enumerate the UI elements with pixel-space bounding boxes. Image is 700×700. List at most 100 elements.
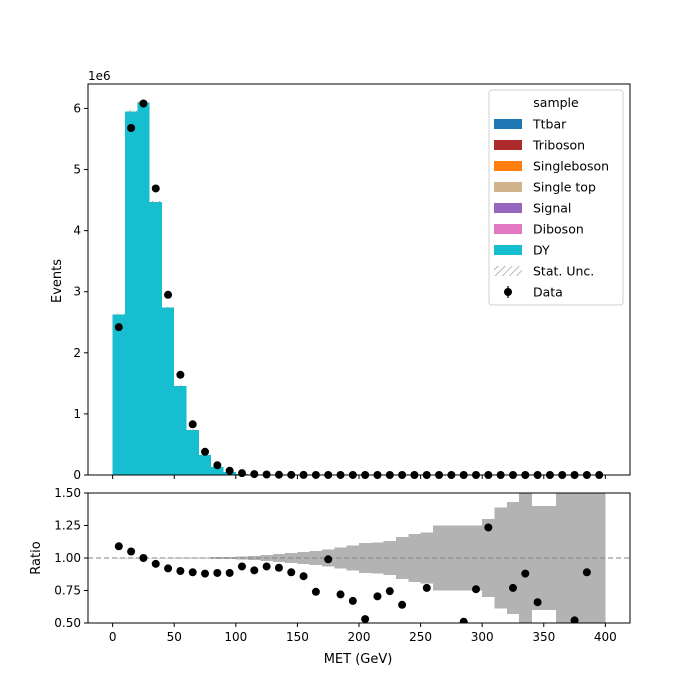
y-tick-label: 2: [73, 346, 81, 360]
bar-dy: [124, 111, 138, 475]
ratio-point: [213, 568, 222, 577]
y-scale-label: 1e6: [88, 69, 111, 83]
data-point: [127, 123, 136, 132]
legend-entry: Triboson: [532, 138, 585, 153]
y-tick-label: 1: [73, 407, 81, 421]
legend-swatch: [494, 119, 522, 129]
legend-entry: Singleboson: [533, 159, 609, 174]
unc-band-bin: [593, 493, 606, 623]
ratio-point: [459, 617, 468, 623]
legend-entry: Ttbar: [532, 117, 567, 132]
ratio-y-tick-label: 1.50: [54, 486, 81, 500]
legend-swatch: [494, 203, 522, 213]
legend-swatch: [494, 245, 522, 255]
stat-unc-hatch: [174, 385, 187, 387]
unc-band-bin: [248, 555, 261, 561]
unc-band-bin: [543, 506, 557, 610]
stat-unc-hatch: [112, 313, 125, 316]
y-tick-label: 3: [73, 285, 81, 299]
ratio-point: [164, 564, 173, 573]
legend-entry: Diboson: [533, 222, 584, 237]
bar-dy: [137, 102, 150, 475]
x-tick-label: 400: [594, 630, 617, 644]
data-point: [139, 99, 148, 108]
y-tick-label: 6: [73, 101, 81, 115]
y-axis-label-events: Events: [50, 259, 65, 303]
legend-entry: Single top: [533, 180, 596, 195]
legend-title: sample: [533, 95, 579, 110]
ratio-point: [385, 587, 394, 596]
ratio-point: [472, 585, 481, 594]
unc-band-bin: [198, 557, 212, 559]
data-point: [250, 470, 259, 479]
data-point: [237, 469, 246, 478]
ratio-point: [151, 559, 160, 568]
bar-dy: [174, 385, 187, 475]
ratio-y-tick-label: 0.75: [54, 584, 81, 598]
x-tick-label: 100: [224, 630, 247, 644]
bar-dy: [149, 201, 162, 475]
x-tick-label: 350: [532, 630, 555, 644]
unc-band-bin: [408, 533, 421, 583]
ratio-point: [237, 562, 246, 571]
legend: sample Ttbar Triboson Singleboson Single top…: [488, 89, 624, 306]
ratio-point: [324, 555, 333, 564]
ratio-y-tick-label: 1.25: [54, 519, 81, 533]
legend-swatch: [494, 161, 522, 171]
y-tick-label: 0: [73, 468, 81, 482]
legend-entry: Signal: [533, 201, 571, 216]
data-point: [188, 420, 197, 429]
legend-swatch: [494, 224, 522, 234]
data-point: [213, 461, 222, 470]
ratio-point: [139, 554, 148, 562]
ratio-axes: 0.50 0.75 1.00 1.25 1.50 0 50 100 150 200 250 300 35…: [54, 486, 631, 644]
ratio-point: [348, 596, 357, 605]
legend-marker: [504, 288, 512, 296]
ratio-point: [262, 562, 271, 571]
bar-dy: [161, 307, 175, 475]
ratio-data-points: [114, 523, 591, 623]
bar-dy: [198, 454, 212, 475]
x-tick-label: 200: [348, 630, 371, 644]
ratio-point: [336, 590, 345, 599]
data-point: [151, 184, 160, 193]
unc-band-bin: [432, 525, 446, 591]
data-point: [176, 370, 185, 379]
unc-band-bin: [223, 556, 237, 560]
main-histogram: [112, 100, 606, 475]
data-point: [201, 447, 210, 456]
stat-unc-hatch: [161, 306, 175, 309]
ratio-point: [127, 547, 136, 556]
ratio-point: [508, 583, 517, 592]
ratio-y-tick-label: 0.50: [54, 616, 81, 630]
x-tick-label: 300: [471, 630, 494, 644]
x-tick-label: 0: [109, 630, 117, 644]
ratio-point: [582, 568, 591, 577]
legend-entry: DY: [533, 243, 550, 258]
stat-unc-hatch: [186, 429, 199, 431]
unc-band-bin: [383, 541, 397, 575]
ratio-point: [373, 592, 382, 601]
legend-swatch-hatch: [494, 266, 522, 276]
legend-entry: Stat. Unc.: [533, 264, 594, 279]
ratio-point: [484, 523, 493, 532]
data-point: [164, 290, 173, 299]
stat-unc-hatch: [149, 200, 162, 204]
y-axis-label-ratio: Ratio: [29, 541, 44, 574]
ratio-point: [176, 567, 185, 575]
legend-swatch: [494, 140, 522, 150]
unc-band-bin: [112, 557, 126, 559]
unc-band-bin: [568, 493, 582, 623]
legend-box: [488, 89, 624, 306]
unc-band-bin: [272, 554, 286, 562]
ratio-point: [201, 569, 210, 578]
stat-unc-hatch: [124, 110, 138, 113]
ratio-point: [225, 568, 234, 577]
ratio-point: [274, 563, 283, 572]
x-tick-label: 50: [167, 630, 182, 644]
ratio-point: [422, 583, 431, 592]
ratio-point: [250, 566, 259, 575]
legend-entry: Data: [533, 285, 563, 300]
ratio-point: [521, 569, 530, 578]
